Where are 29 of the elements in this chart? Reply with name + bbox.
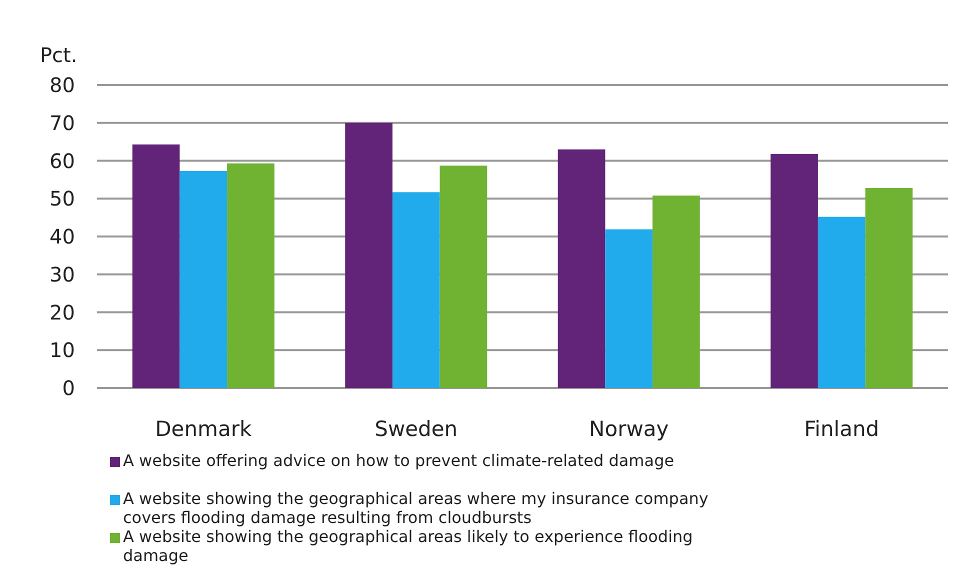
x-tick-label: Denmark <box>155 417 252 441</box>
y-tick-label: 0 <box>62 376 75 400</box>
y-tick-label: 40 <box>50 224 75 248</box>
bar <box>770 154 818 388</box>
x-tick-label: Finland <box>804 417 880 441</box>
y-tick-label: 60 <box>50 148 75 173</box>
bar <box>652 196 700 388</box>
y-tick-label: 10 <box>50 338 75 362</box>
bar <box>865 188 913 388</box>
y-axis-title: Pct. <box>40 43 78 67</box>
bar <box>227 163 274 388</box>
y-tick-label: 30 <box>50 262 75 286</box>
bar <box>180 170 228 388</box>
x-tick-label: Sweden <box>374 417 458 441</box>
bar <box>818 216 866 388</box>
legend-label: A website showing the geographical areas where my insurance company covers flooding damage resulting from cloudbursts <box>123 489 708 527</box>
y-tick-label: 70 <box>50 110 75 135</box>
bar <box>345 122 392 388</box>
bar <box>605 229 653 388</box>
bar <box>558 149 606 388</box>
y-tick-label: 20 <box>50 300 75 324</box>
y-tick-label: 50 <box>50 186 75 211</box>
bar <box>132 144 180 388</box>
bar <box>440 166 488 388</box>
legend-label: A website offering advice on how to prevent climate-related damage <box>123 451 674 470</box>
y-tick-label: 80 <box>50 73 75 97</box>
legend-label: A website showing the geographical areas likely to experience flooding damage <box>123 527 693 565</box>
bar <box>392 192 440 388</box>
x-tick-label: Norway <box>589 417 669 441</box>
